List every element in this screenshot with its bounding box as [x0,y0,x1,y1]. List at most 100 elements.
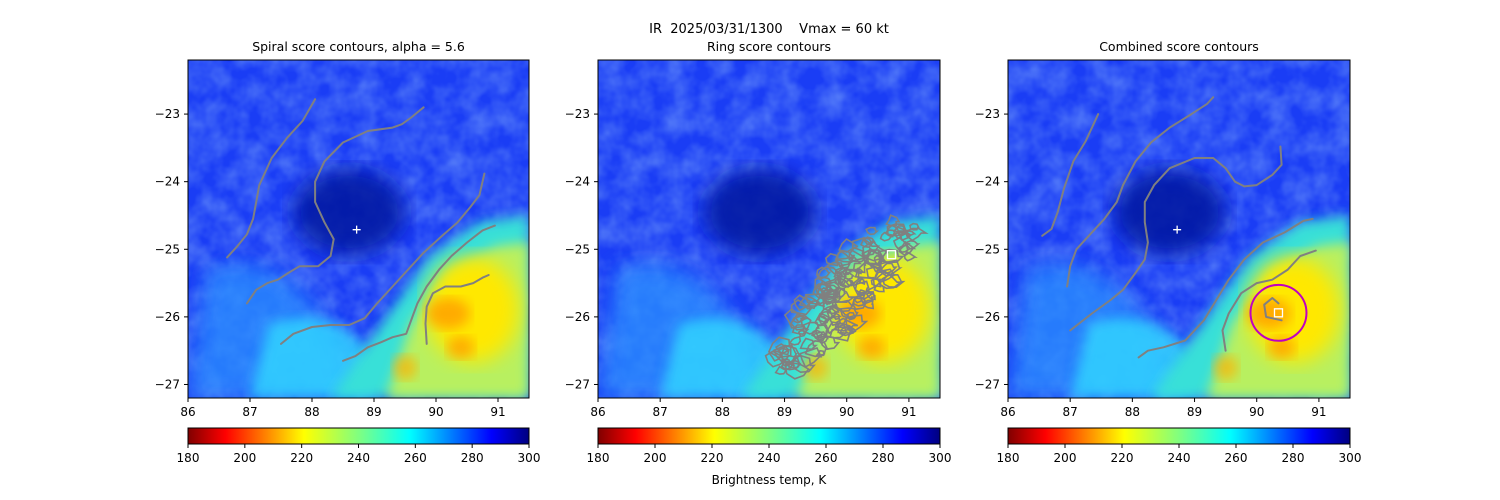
ring-contour [816,280,843,298]
figure-suptitle: IR 2025/03/31/1300 Vmax = 60 kt [649,22,889,37]
x-tick-label: 88 [715,405,730,419]
panel-3: Combined score contours 86 87 88 89 90 91 −23 −2… [975,39,1351,419]
ring-contour [846,311,858,321]
ring-contour [784,362,812,380]
ring-contour [816,266,832,280]
ring-contour [879,262,898,275]
ring-contour [816,296,827,305]
ring-contour [857,289,867,297]
y-tick-label: −27 [975,377,1000,391]
ring-contour [841,268,853,276]
contour-line-1 [226,98,317,259]
x-tick-label: 90 [839,405,854,419]
ring-contour [833,271,845,279]
y-tick-label: −26 [565,310,590,324]
ring-contour [898,244,912,254]
brightness-temp-image [1008,60,1350,398]
ring-contour [774,343,791,356]
y-tick-label: −23 [565,107,590,121]
ring-contour [885,214,901,227]
x-tick-label: 91 [490,405,505,419]
colorbar-tick-label: 260 [404,451,427,465]
colorbar-tick-label: 180 [587,451,610,465]
x-tick-label: 87 [1063,405,1078,419]
ring-contour [877,248,905,264]
ring-contour [837,277,848,287]
colorbar-gradient [1007,427,1351,445]
colorbar-tick-label: 220 [701,451,724,465]
panel-title: Ring score contours [707,39,831,54]
ring-contour [873,282,889,293]
colorbar-tick-label: 300 [518,451,541,465]
colorbar-tick-label: 260 [815,451,838,465]
ring-contour [855,267,864,275]
convective-yellow [426,257,520,363]
convective-core [1247,297,1291,330]
panel-title: Combined score contours [1099,39,1259,54]
brightness-temp-image [188,60,529,398]
ring-contour [839,326,857,337]
axes-frame [1007,59,1351,399]
ring-contour [862,240,889,262]
convective-core [857,336,886,359]
panel-title: Spiral score contours, alpha = 5.6 [252,39,465,54]
ring-contour [791,354,816,374]
colorbar-tick-label: 260 [1225,451,1248,465]
storm-eye-region [1113,168,1226,256]
ring-contour [793,294,814,312]
inner-band [1070,318,1195,398]
storm-eye-region [293,168,406,256]
ring-contour [838,238,859,253]
x-tick-label: 87 [242,405,257,419]
ring-contour [843,271,856,281]
colorbar-tick-label: 220 [290,451,313,465]
convective-core [1213,355,1239,381]
ring-contour [834,299,855,313]
colorbar-label: Brightness temp, K [712,473,828,487]
inner-band [660,318,785,398]
contour-line-4 [1137,217,1314,359]
colorbar-tick-label: 280 [461,451,484,465]
ring-contour [780,354,802,371]
colorbar-tick-label: 300 [929,451,952,465]
x-tick-label: 87 [653,405,668,419]
y-tick-label: −24 [975,175,1000,189]
ring-contour [837,323,857,334]
x-tick-label: 91 [901,405,916,419]
contour-line-6 [1263,297,1283,322]
y-tick-label: −24 [565,175,590,189]
ring-contour [839,307,859,320]
contour-line-5 [424,274,490,345]
ring-contour [870,277,882,288]
ring-contour [825,252,839,267]
x-tick-label: 89 [366,405,381,419]
ring-contour [812,331,828,342]
x-tick-label: 91 [1311,405,1326,419]
ring-contour [839,276,854,289]
x-tick-label: 89 [777,405,792,419]
ring-contour [865,266,891,281]
ring-contour-cluster [764,214,929,380]
contour-line-3 [1069,145,1283,332]
colorbar-tick-label: 200 [1054,451,1077,465]
colorbar-3: 180 200 220 240 260 280 300 [997,427,1361,465]
inner-band [250,318,374,398]
x-tick-label: 88 [1125,405,1140,419]
ring-contour [767,336,792,359]
convective-core [1267,336,1296,359]
colorbar-tick-label: 240 [347,451,370,465]
ring-contour [895,230,913,242]
ring-contour [783,308,807,329]
colorbar-tick-label: 280 [1282,451,1305,465]
center-marker [352,225,361,234]
panel-1: Spiral score contours, alpha = 5.6 86 87 88… [155,39,530,419]
colorbar-tick-label: 240 [758,451,781,465]
ring-fit-circle [1249,283,1308,342]
y-tick-label: −23 [155,107,180,121]
colorbar-tick-label: 200 [644,451,667,465]
y-tick-label: −26 [155,310,180,324]
ring-contour [845,279,857,287]
ring-contour [873,254,884,265]
ring-contour [834,317,859,332]
